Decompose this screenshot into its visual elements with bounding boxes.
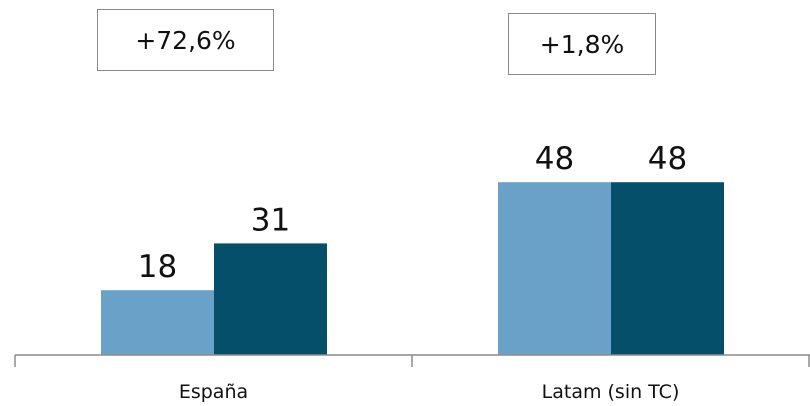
change-badge-espana: +72,6% [97, 9, 274, 71]
change-badge-latam-text: +1,8% [539, 29, 625, 59]
data-label-0-0: 18 [138, 249, 177, 285]
data-label-1-1: 48 [648, 141, 687, 177]
bar-0-1 [214, 243, 327, 355]
bar-0-0 [101, 290, 214, 355]
data-label-0-1: 31 [251, 202, 290, 238]
x-tick-label-0: España [179, 381, 248, 403]
change-badge-espana-text: +72,6% [135, 25, 236, 55]
x-tick-label-1: Latam (sin TC) [542, 381, 680, 403]
bar-1-1 [611, 182, 724, 355]
bar-1-0 [498, 182, 611, 355]
data-label-1-0: 48 [535, 141, 574, 177]
change-badge-latam: +1,8% [508, 13, 656, 75]
